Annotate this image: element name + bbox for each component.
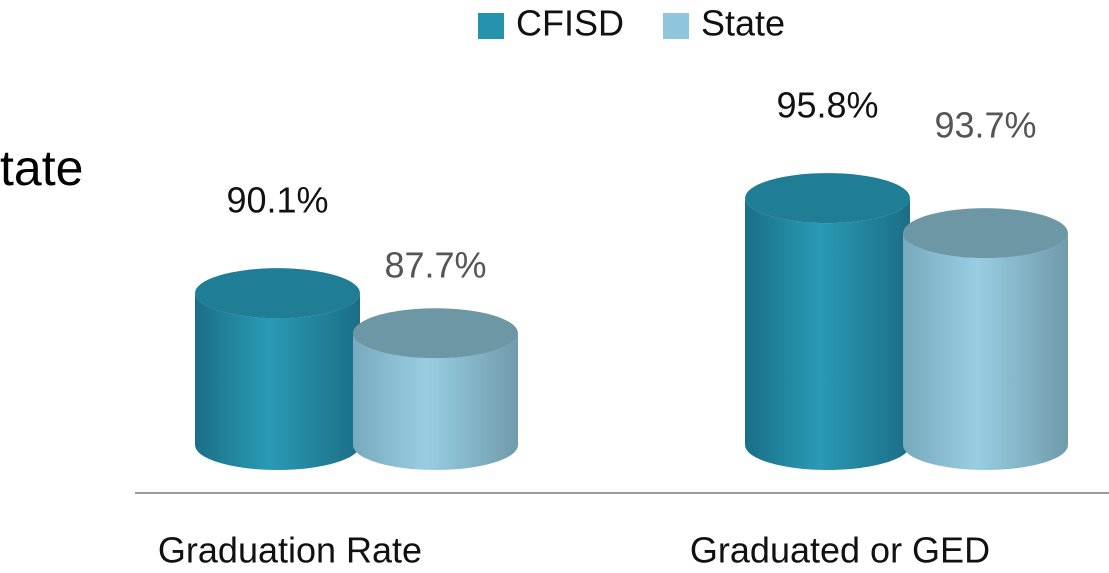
value-label: 90.1% (226, 180, 328, 221)
bar-top (903, 208, 1068, 259)
value-label: 93.7% (934, 105, 1036, 146)
bar (353, 333, 518, 470)
bar (903, 233, 1068, 470)
bar (195, 293, 360, 470)
value-label: 95.8% (776, 85, 878, 126)
legend-swatch (663, 13, 689, 39)
bar-top (745, 173, 910, 224)
bar-top (195, 268, 360, 319)
legend-swatch (478, 13, 504, 39)
x-tick-label: Graduated or GED (690, 530, 990, 571)
legend-label: CFISD (516, 3, 624, 44)
legend-label: State (701, 3, 785, 44)
x-tick-label: Graduation Rate (158, 530, 422, 571)
bar-top (353, 308, 518, 359)
title-fragment: tate (0, 140, 83, 196)
value-label: 87.7% (384, 245, 486, 286)
bar (745, 198, 910, 471)
